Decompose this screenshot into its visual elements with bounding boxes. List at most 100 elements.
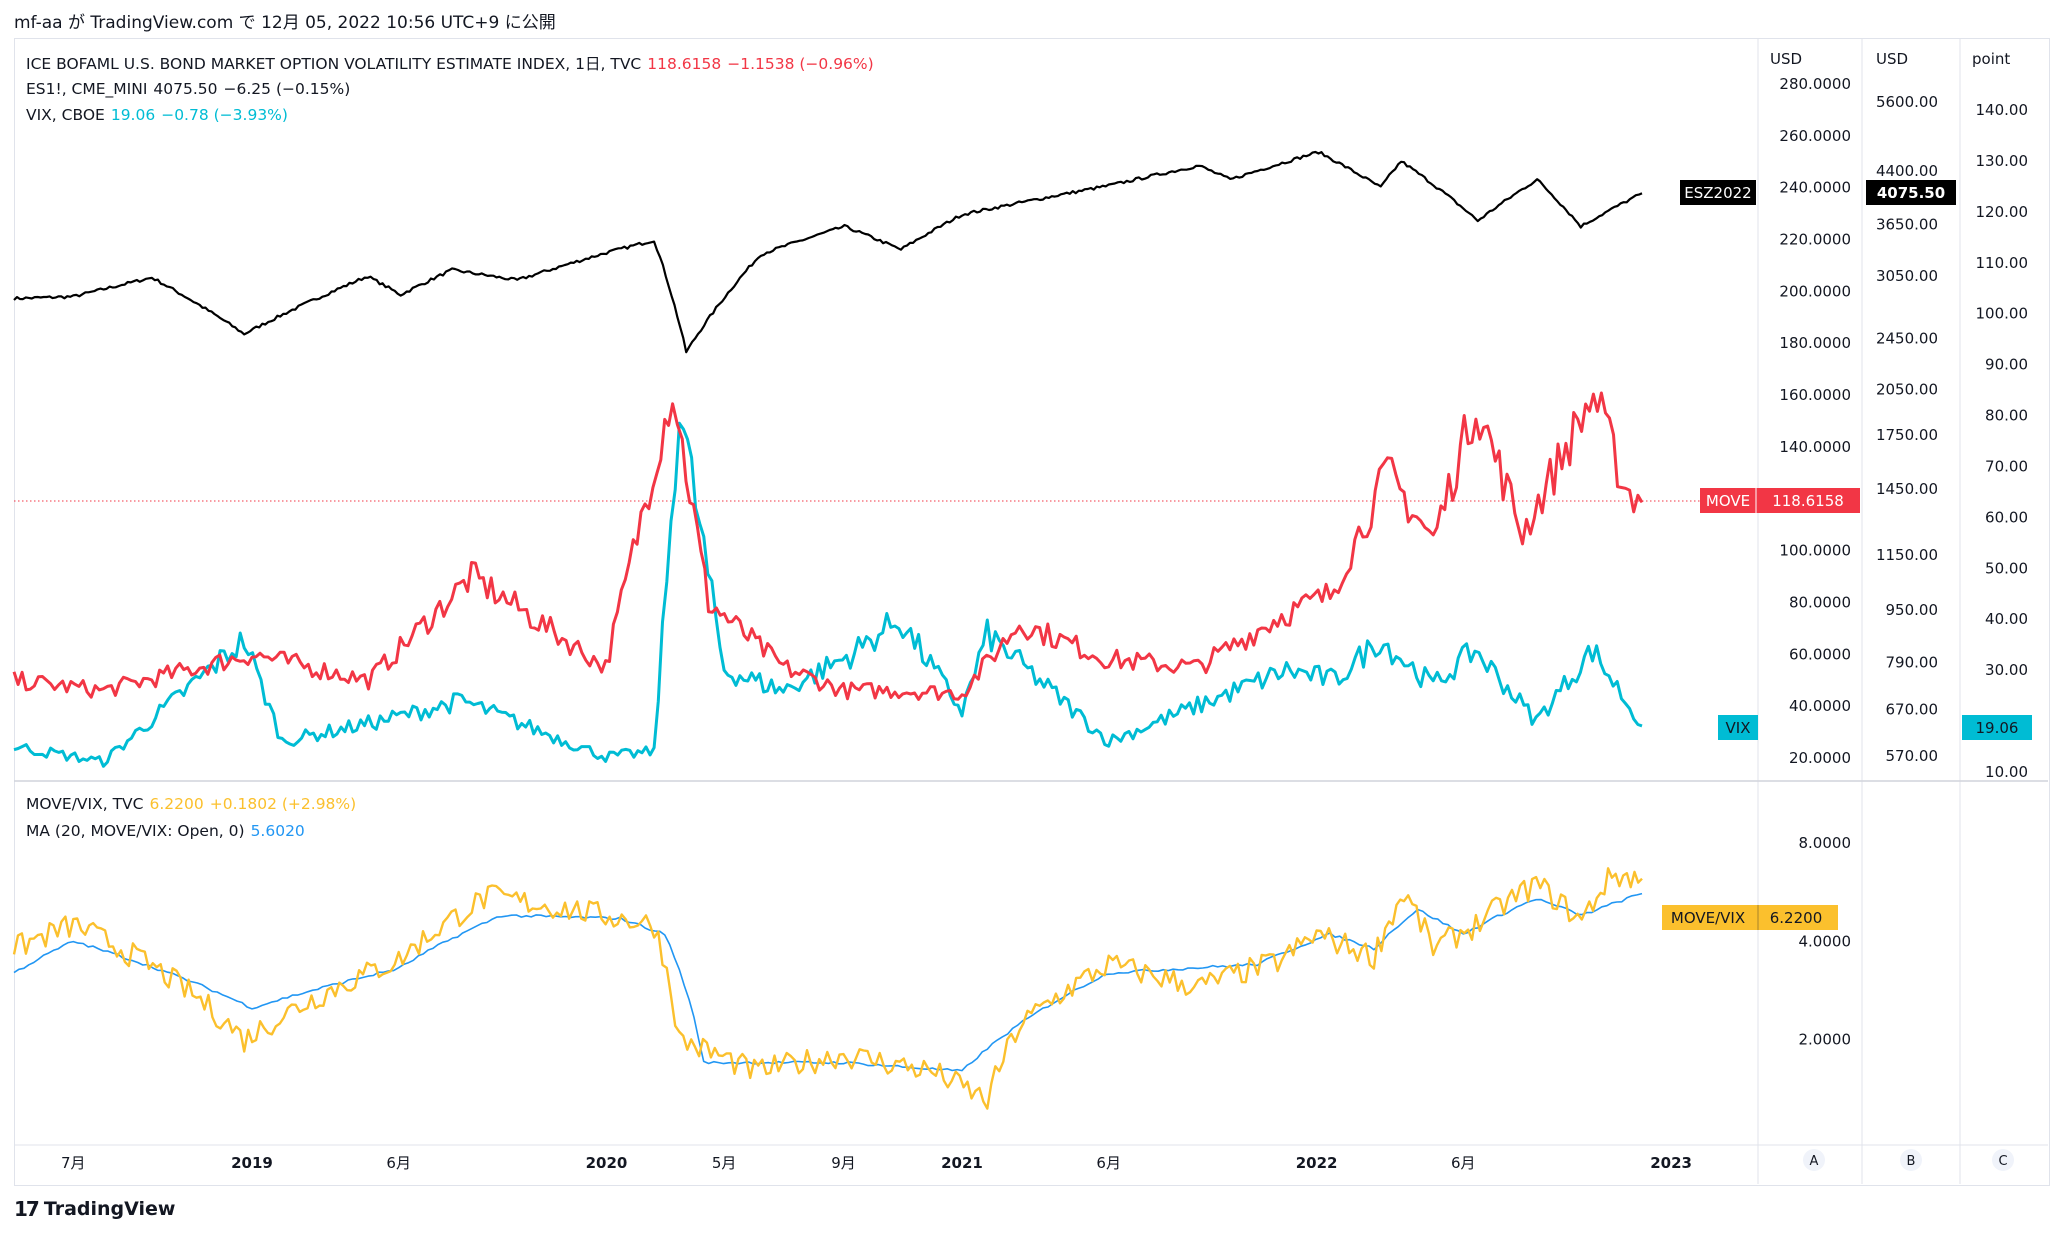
legend-ma-name: MA (20, MOVE/VIX: Open, 0) [26,822,245,840]
es-tick-label: 670.00 [1886,701,1939,719]
es-tick-label: 790.00 [1886,654,1939,672]
ratio-price-badge: MOVE/VIX 6.2200 [1662,905,1838,930]
vix-tick-label: 140.00 [1976,101,2029,119]
vix-tick-label: 80.00 [1985,407,2028,425]
time-tick-label: 9月 [831,1154,856,1172]
svg-text:B: B [1907,1154,1916,1169]
axis-unit-a: USD [1770,50,1802,68]
legend-es[interactable]: ES1!, CME_MINI 4075.50 −6.25 (−0.15%) [26,80,356,98]
move-tick-label: 280.0000 [1779,75,1851,93]
vix-tick-label: 30.00 [1985,661,2028,679]
scale-button-a[interactable]: A [1803,1149,1825,1171]
es-contract-badge: ESZ2022 [1680,180,1756,205]
svg-text:A: A [1810,1154,1819,1169]
vix-tick-label: 110.00 [1976,254,2029,272]
move-tick-label: 160.0000 [1779,386,1851,404]
move-axis-ticks: 280.0000 260.0000 240.0000 220.0000 200.0000… [1779,75,1851,767]
legend-ratio[interactable]: MOVE/VIX, TVC 6.2200 +0.1802 (+2.98%) [26,795,362,813]
legend-ratio-name: MOVE/VIX, TVC [26,795,144,813]
move-tick-label: 60.0000 [1789,645,1851,663]
vix-tick-label: 60.00 [1985,508,2028,526]
move-tick-label: 80.0000 [1789,593,1851,611]
es-tick-label: 4400.00 [1876,162,1938,180]
tradingview-brand[interactable]: 17 TradingView [14,1197,175,1221]
vix-label-badge: VIX [1718,715,1758,740]
time-tick-label: 6月 [1451,1154,1476,1172]
ratio-series-line [12,867,1643,1110]
publish-header: mf-aa が TradingView.com で 12月 05, 2022 1… [14,13,556,33]
plot-main [12,150,1644,768]
svg-text:C: C [1998,1154,2007,1169]
es-tick-label: 5600.00 [1876,93,1938,111]
move-tick-label: 100.0000 [1779,542,1851,560]
es-tick-label: 2050.00 [1876,381,1938,399]
ratio-tick-label: 2.0000 [1799,1031,1852,1049]
scale-button-c[interactable]: C [1992,1149,2014,1171]
es-tick-label: 570.00 [1886,747,1939,765]
legend-ma[interactable]: MA (20, MOVE/VIX: Open, 0) 5.6020 [26,822,311,840]
svg-text:MOVE: MOVE [1706,492,1750,510]
time-tick-label: 2023 [1650,1154,1692,1172]
move-tick-label: 180.0000 [1779,334,1851,352]
es-tick-label: 3650.00 [1876,216,1938,234]
ma-series-line [13,892,1643,1072]
es-tick-label: 1750.00 [1876,426,1938,444]
time-tick-label: 2020 [586,1154,628,1172]
legend-vix-name: VIX, CBOE [26,106,105,124]
svg-text:ESZ2022: ESZ2022 [1684,184,1751,202]
svg-text:VIX: VIX [1726,719,1751,737]
es-tick-label: 2450.00 [1876,330,1938,348]
axis-unit-b: USD [1876,50,1908,68]
legend-es-name: ES1!, CME_MINI [26,80,148,98]
move-tick-label: 240.0000 [1779,179,1851,197]
legend-vix-change: −0.78 (−3.93%) [161,106,288,124]
legend-move-name: ICE BOFAML U.S. BOND MARKET OPTION VOLAT… [26,55,642,73]
time-tick-label: 2021 [941,1154,983,1172]
legend-move[interactable]: ICE BOFAML U.S. BOND MARKET OPTION VOLAT… [26,52,880,74]
legend-ratio-value: 6.2200 [149,795,204,813]
legend-es-change: −6.25 (−0.15%) [223,80,351,98]
legend-ratio-change: +0.1802 (+2.98%) [209,795,357,813]
chart-frame [14,38,2050,1186]
vix-price-badge: 19.06 [1962,715,2032,740]
vix-tick-label: 120.00 [1976,203,2029,221]
ratio-axis-ticks: 8.0000 4.0000 2.0000 [1799,834,1852,1049]
time-tick-label: 2022 [1296,1154,1338,1172]
es-tick-label: 1150.00 [1876,546,1938,564]
es-tick-label: 1450.00 [1876,480,1938,498]
ratio-tick-label: 8.0000 [1799,834,1852,852]
legend-es-value: 4075.50 [153,80,218,98]
svg-text:6.2200: 6.2200 [1770,909,1823,927]
vix-series-line [13,421,1643,768]
brand-label: TradingView [43,1198,176,1220]
time-tick-label: 2019 [231,1154,273,1172]
move-price-badge: MOVE 118.6158 [1700,488,1860,513]
time-tick-label: 7月 [61,1154,86,1172]
tradingview-logo-icon: 17 [14,1197,40,1221]
vix-tick-label: 40.00 [1985,610,2028,628]
ratio-tick-label: 4.0000 [1799,932,1852,950]
plot-ratio [12,867,1643,1110]
vix-tick-label: 100.00 [1976,305,2029,323]
move-tick-label: 220.0000 [1779,231,1851,249]
scale-button-b[interactable]: B [1900,1149,1922,1171]
legend-move-value: 118.6158 [647,55,722,73]
move-series-line [12,391,1644,701]
es-price-badge: 4075.50 [1866,180,1956,205]
svg-text:19.06: 19.06 [1976,719,2019,737]
vix-tick-label: 90.00 [1985,356,2028,374]
time-axis-ticks: 7月 2019 6月 2020 5月 9月 2021 6月 2022 6月 2023 [61,1154,1692,1172]
svg-text:4075.50: 4075.50 [1877,184,1945,202]
vix-tick-label: 130.00 [1976,152,2029,170]
time-tick-label: 5月 [712,1154,737,1172]
es-series-line [13,150,1643,354]
legend-vix[interactable]: VIX, CBOE 19.06 −0.78 (−3.93%) [26,106,294,124]
move-tick-label: 200.0000 [1779,282,1851,300]
vix-tick-label: 50.00 [1985,559,2028,577]
vix-tick-label: 10.00 [1985,763,2028,781]
axis-unit-c: point [1972,50,2010,68]
vix-axis-ticks: 140.00 130.00 120.00 110.00 100.00 90.00 80.00… [1976,101,2029,781]
legend-ma-value: 5.6020 [250,822,305,840]
svg-text:118.6158: 118.6158 [1772,492,1844,510]
